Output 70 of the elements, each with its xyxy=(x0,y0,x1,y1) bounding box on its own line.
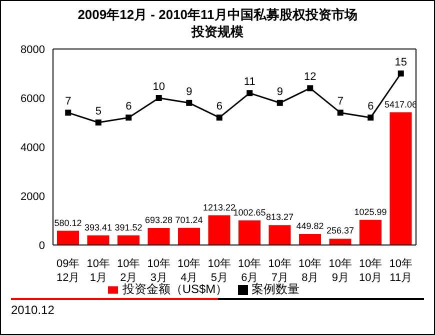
bar xyxy=(178,228,200,245)
x-tick-label: 09年 12月 xyxy=(56,258,80,284)
data-label: 1213.22 xyxy=(202,202,236,212)
data-label: 9 xyxy=(276,86,283,98)
data-label: 5 xyxy=(95,106,102,118)
x-tick-label: 10年 1月 xyxy=(86,258,110,284)
bar xyxy=(360,220,382,245)
x-tick-label: 10年 2月 xyxy=(117,258,140,284)
x-tick-label: 10年 10月 xyxy=(359,258,382,284)
point xyxy=(307,85,314,92)
x-tick-label: 10年 9月 xyxy=(328,258,352,284)
chart-subtitle: 投资规模 xyxy=(190,23,244,40)
bar xyxy=(208,215,230,245)
data-label: 701.24 xyxy=(175,214,203,225)
data-label: 15 xyxy=(394,56,407,68)
data-label: 7 xyxy=(337,96,344,108)
data-label: 9 xyxy=(186,86,192,98)
bar xyxy=(329,238,352,245)
data-label: 1002.65 xyxy=(233,207,266,218)
data-label: 10 xyxy=(152,81,165,93)
point xyxy=(126,114,132,121)
point xyxy=(368,114,374,121)
data-label: 391.52 xyxy=(114,222,142,232)
x-tick-label: 10年 8月 xyxy=(298,258,322,284)
data-label: 693.28 xyxy=(144,215,173,226)
point xyxy=(216,114,222,121)
y-tick-label: 8000 xyxy=(20,44,45,56)
x-tick-label: 10年 7月 xyxy=(268,258,292,284)
point xyxy=(156,95,162,101)
y-tick-label: 2000 xyxy=(20,190,45,203)
point xyxy=(337,110,344,116)
data-label: 1025.99 xyxy=(354,206,387,217)
x-tick-label: 10年 5月 xyxy=(208,258,231,284)
x-tick-label: 10年 11月 xyxy=(389,258,412,284)
bar xyxy=(118,235,140,245)
point xyxy=(95,120,102,126)
data-label: 6 xyxy=(368,100,374,113)
legend-label: 案例数量 xyxy=(252,282,300,296)
text: 2010.12 xyxy=(11,303,56,317)
point xyxy=(65,110,72,116)
chart-title: 2009年12月 - 2010年11月中国私募股权投资市场 xyxy=(76,6,358,23)
data-label: 580.12 xyxy=(54,218,82,228)
data-label: 256.37 xyxy=(326,226,354,236)
point xyxy=(276,100,283,106)
bar xyxy=(268,225,291,245)
bar xyxy=(57,230,79,245)
x-tick-label: 10年 4月 xyxy=(178,258,201,284)
data-label: 12 xyxy=(304,71,316,84)
data-label: 6 xyxy=(126,100,132,113)
bar xyxy=(87,235,110,245)
data-label: 393.41 xyxy=(84,222,112,232)
data-label: 6 xyxy=(216,100,222,113)
data-label: 11 xyxy=(244,76,256,88)
point xyxy=(186,100,192,106)
data-label: 5417.06 xyxy=(384,99,418,110)
legend-label: 投资金额（US$M） xyxy=(122,282,228,296)
data-label: 7 xyxy=(65,96,72,108)
data-label: 813.27 xyxy=(266,212,294,222)
bar xyxy=(238,220,260,245)
y-tick-label: 4000 xyxy=(20,142,45,154)
x-tick-label: 10年 6月 xyxy=(238,258,262,284)
point xyxy=(246,90,253,96)
y-tick-label: 0 xyxy=(38,240,45,252)
x-tick-label: 10年 3月 xyxy=(147,258,170,284)
data-label: 449.82 xyxy=(296,220,324,231)
bar xyxy=(299,234,321,245)
y-tick-label: 6000 xyxy=(20,92,45,105)
bar xyxy=(390,112,412,245)
bar xyxy=(148,228,170,245)
point xyxy=(398,70,404,76)
